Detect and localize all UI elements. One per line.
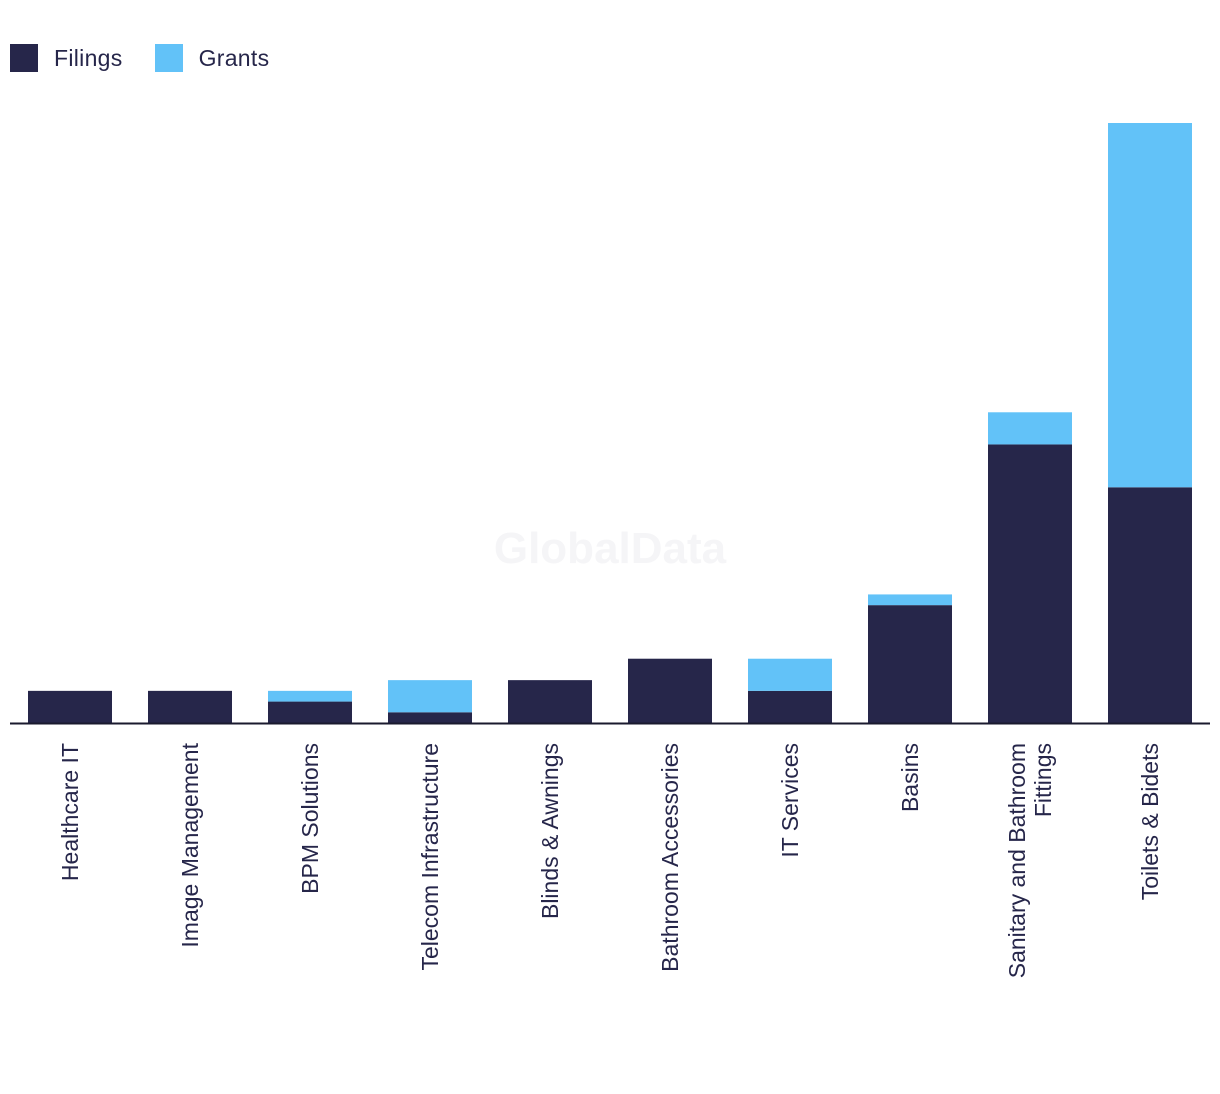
legend-item-grants: Grants — [154, 44, 270, 72]
category-label-4: Blinds & Awnings — [537, 743, 563, 919]
category-label-3: Telecom Infrastructure — [417, 743, 443, 971]
bar-grants-6 — [748, 658, 832, 691]
legend-item-filings: Filings — [10, 44, 123, 72]
legend-label-filings: Filings — [54, 44, 123, 71]
bar-filings-6 — [748, 690, 832, 723]
legend: Filings Grants — [10, 44, 301, 72]
bar-filings-9 — [1108, 487, 1192, 723]
legend-label-grants: Grants — [198, 44, 270, 71]
bar-filings-3 — [388, 712, 472, 723]
bar-grants-9 — [1108, 123, 1192, 488]
bar-filings-5 — [628, 658, 712, 723]
category-label-7: Basins — [897, 743, 923, 812]
category-labels-group: Healthcare IT Image Management BPM Solutio… — [57, 742, 1163, 978]
bar-filings-8 — [988, 444, 1072, 723]
bar-grants-3 — [388, 680, 472, 713]
category-label-8: Sanitary and BathroomFittings — [1004, 743, 1056, 978]
category-label-9: Toilets & Bidets — [1137, 743, 1163, 900]
legend-swatch-grants — [154, 44, 183, 72]
category-label-6: IT Services — [777, 743, 803, 858]
bars-group — [28, 123, 1192, 723]
bar-filings-7 — [868, 605, 952, 723]
bar-filings-1 — [148, 690, 232, 723]
watermark: GlobalData — [494, 524, 727, 573]
bar-filings-2 — [268, 701, 352, 723]
category-label-5: Bathroom Accessories — [657, 743, 683, 972]
category-label-0: Healthcare IT — [57, 743, 83, 881]
bar-grants-2 — [268, 690, 352, 702]
bar-filings-4 — [508, 680, 592, 723]
category-label-2: BPM Solutions — [297, 743, 323, 894]
bar-grants-8 — [988, 412, 1072, 445]
bar-grants-7 — [868, 594, 952, 606]
legend-swatch-filings — [10, 44, 38, 72]
bar-filings-0 — [28, 690, 112, 723]
category-label-1: Image Management — [177, 742, 203, 947]
